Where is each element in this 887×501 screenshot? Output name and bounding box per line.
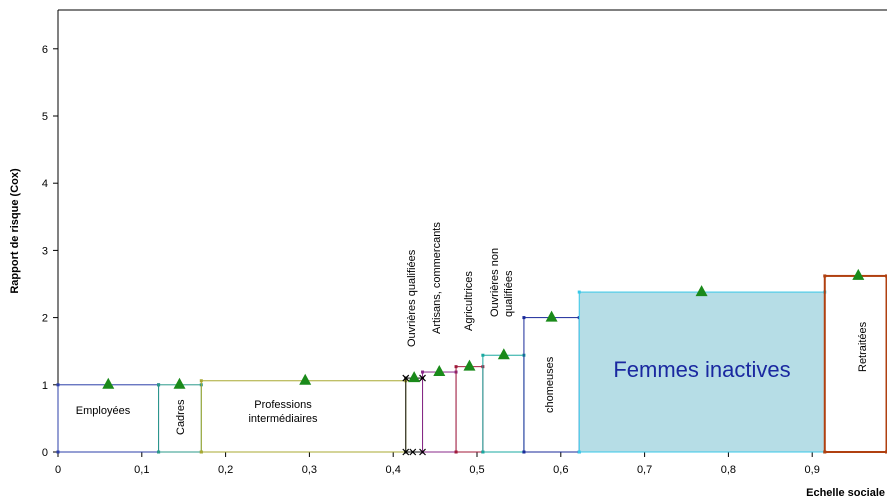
bar-corner-point — [157, 383, 161, 387]
x-tick-label: 0,5 — [469, 464, 484, 476]
triangle-marker — [299, 373, 312, 385]
bar-corner-point — [481, 450, 485, 454]
x-tick-label: 0,1 — [134, 464, 149, 476]
bar-corner-point — [577, 290, 581, 294]
y-tick-label: 0 — [42, 447, 48, 459]
cross-marker — [402, 448, 410, 456]
y-tick-label: 5 — [42, 111, 48, 123]
bar-employ-es — [57, 384, 160, 453]
bar-label: Artisans, commercants — [431, 222, 443, 334]
bars — [56, 274, 887, 456]
bar-label: Ouvrières non qualifiées — [489, 248, 515, 317]
bar-ouvri-res-non-qualifi-es — [482, 354, 525, 453]
bar-ouvri-res-qualifi-es — [405, 377, 424, 453]
bar-corner-point — [481, 353, 485, 357]
bar-corner-point — [199, 379, 203, 383]
x-tick-label: 0,2 — [218, 464, 233, 476]
bar-corner-point — [454, 365, 458, 369]
bar-label: Cadres — [175, 399, 187, 435]
bar-corner-point — [823, 274, 827, 278]
x-tick-label: 0,6 — [553, 464, 568, 476]
triangle-marker — [433, 365, 446, 377]
bar-corner-point — [56, 383, 60, 387]
y-tick-label: 1 — [42, 380, 48, 392]
x-axis-label: Echelle sociale — [806, 487, 885, 499]
markers — [102, 268, 865, 389]
triangle-marker — [173, 377, 186, 389]
cross-marker — [402, 374, 410, 382]
x-tick-label: 0,4 — [386, 464, 401, 476]
triangle-marker — [852, 268, 865, 280]
bar-corner-point — [454, 450, 458, 454]
x-tick-label: 0,7 — [637, 464, 652, 476]
y-tick-label: 2 — [42, 313, 48, 325]
bar-corner-point — [885, 450, 887, 454]
bar-corner-point — [522, 316, 526, 320]
y-tick-label: 3 — [42, 245, 48, 257]
bar-label: Ouvrières qualifiées — [406, 249, 418, 347]
bar-label: Retraitées — [857, 321, 869, 372]
y-tick-label: 4 — [42, 178, 48, 190]
bar-corner-point — [577, 450, 581, 454]
x-tick-label: 0,8 — [721, 464, 736, 476]
triangle-marker — [463, 359, 476, 371]
cross-marker — [409, 448, 417, 456]
bar-corner-point — [199, 450, 203, 454]
bar-label: Employées — [76, 405, 131, 417]
x-tick-label: 0,9 — [805, 464, 820, 476]
bar-label: Femmes inactives — [613, 357, 790, 382]
bar-retrait-es — [823, 274, 887, 453]
bar-agricultrices — [455, 366, 484, 453]
bar-label: Professions intermédiaires — [248, 399, 318, 425]
bar-corner-point — [56, 450, 60, 454]
bar-corner-point — [522, 450, 526, 454]
triangle-marker — [102, 377, 115, 389]
bar-artisans-commercants — [422, 371, 457, 453]
bar-label: chomeuses — [544, 356, 556, 413]
triangle-marker — [497, 348, 510, 360]
triangle-marker — [545, 310, 558, 322]
bar-corner-point — [885, 274, 887, 278]
y-axis-label: Rapport de risque (Cox) — [9, 168, 21, 294]
cross-marker — [419, 448, 426, 456]
y-ticks: 0 1 2 3 4 5 6 — [42, 44, 58, 459]
bar-label: Agricultrices — [463, 271, 475, 331]
triangle-marker — [408, 371, 421, 383]
bar-corner-point — [823, 450, 827, 454]
x-ticks: 0 0,1 0,2 0,3 0,4 0,5 0,6 0,7 0,8 0,9 — [55, 452, 820, 476]
y-tick-label: 6 — [42, 44, 48, 56]
x-tick-label: 0 — [55, 464, 61, 476]
x-tick-label: 0,3 — [302, 464, 317, 476]
cross-marker — [419, 374, 426, 382]
bar-corner-point — [157, 450, 161, 454]
triangle-marker — [695, 285, 708, 297]
bar-corner-point — [421, 370, 425, 374]
bar-labels: Employées Cadres Professions intermédiaires… — [76, 222, 869, 435]
